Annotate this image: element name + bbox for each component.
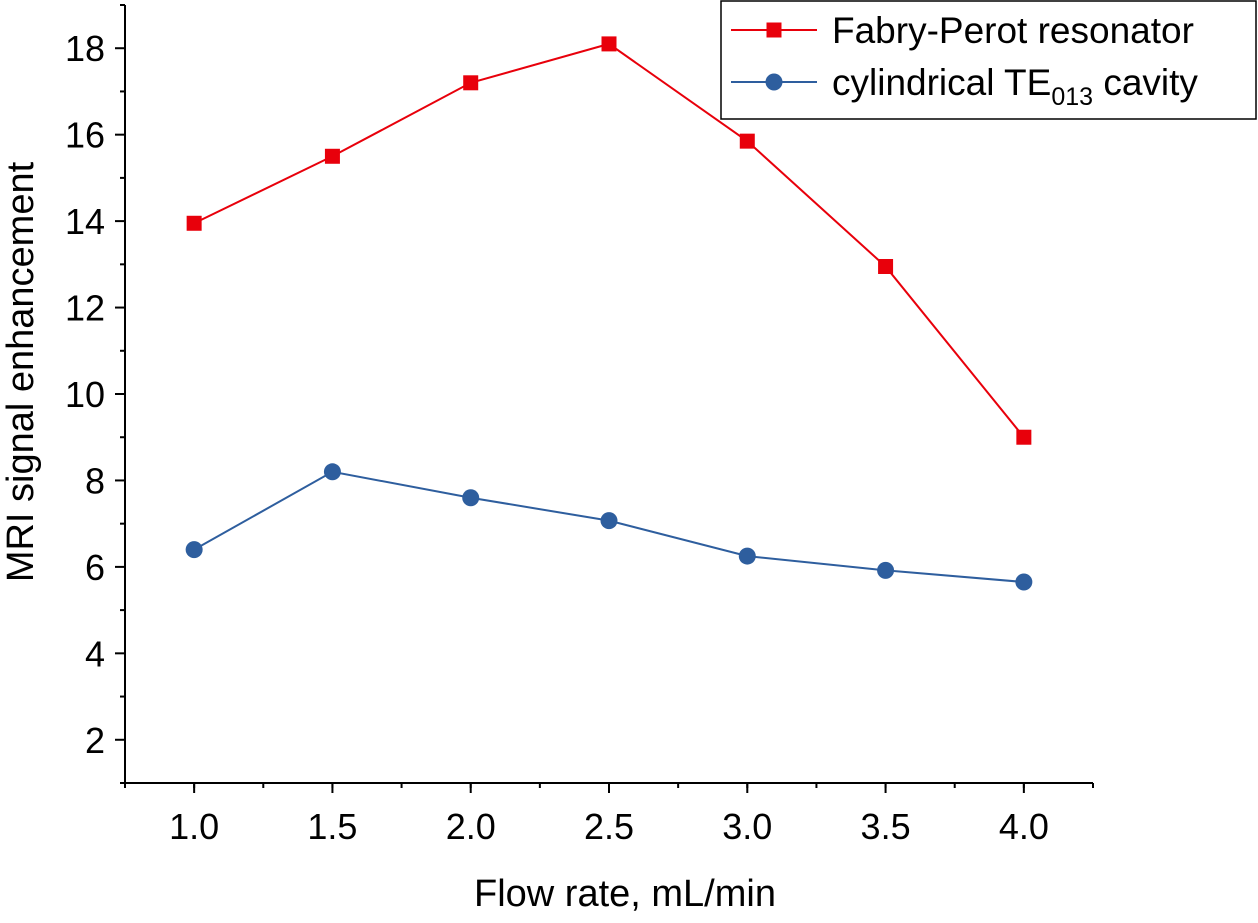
data-point-square	[186, 215, 202, 231]
x-axis-label: Flow rate, mL/min	[474, 873, 776, 915]
legend-marker-circle	[765, 73, 783, 91]
x-tick-label: 1.5	[307, 806, 357, 847]
data-point-circle	[462, 489, 480, 507]
x-tick-label: 1.0	[169, 806, 219, 847]
y-tick-label: 18	[65, 28, 105, 69]
data-point-square	[324, 148, 340, 164]
data-point-square	[463, 75, 479, 91]
data-point-square	[1016, 429, 1032, 445]
legend-label: cylindrical TE013 cavity	[832, 62, 1198, 111]
x-tick-label: 2.0	[446, 806, 496, 847]
y-axis-label: MRI signal enhancement	[0, 161, 42, 582]
y-tick-label: 16	[65, 115, 105, 156]
series-layer	[185, 36, 1033, 591]
y-tick-label: 8	[85, 460, 105, 501]
data-point-square	[878, 258, 894, 274]
legend-box	[720, 0, 1257, 120]
y-tick-label: 2	[85, 720, 105, 761]
legend: Fabry-Perot resonator cylindrical TE013 c…	[720, 0, 1257, 120]
x-tick-label: 3.0	[722, 806, 772, 847]
legend-marker-square	[766, 22, 782, 38]
y-tick-label: 6	[85, 547, 105, 588]
data-point-circle	[323, 463, 341, 481]
data-point-square	[601, 36, 617, 52]
y-tick-label: 10	[65, 374, 105, 415]
y-tick-label: 12	[65, 288, 105, 329]
data-point-square	[739, 133, 755, 149]
legend-label: Fabry-Perot resonator	[832, 10, 1194, 51]
x-axis-ticks: 1.0 1.5 2.0 2.5 3.0 3.5 4.0	[124, 783, 1094, 847]
x-tick-label: 3.5	[861, 806, 911, 847]
y-tick-label: 4	[85, 633, 105, 674]
data-point-circle	[600, 512, 618, 530]
x-tick-label: 4.0	[999, 806, 1049, 847]
data-point-circle	[1015, 573, 1033, 591]
x-tick-label: 2.5	[584, 806, 634, 847]
data-point-circle	[185, 541, 203, 559]
data-point-circle	[877, 561, 895, 579]
y-axis-ticks: 2 4 6 8 10 12 14 16 18	[65, 4, 125, 784]
y-tick-label: 14	[65, 201, 105, 242]
data-point-circle	[738, 547, 756, 565]
